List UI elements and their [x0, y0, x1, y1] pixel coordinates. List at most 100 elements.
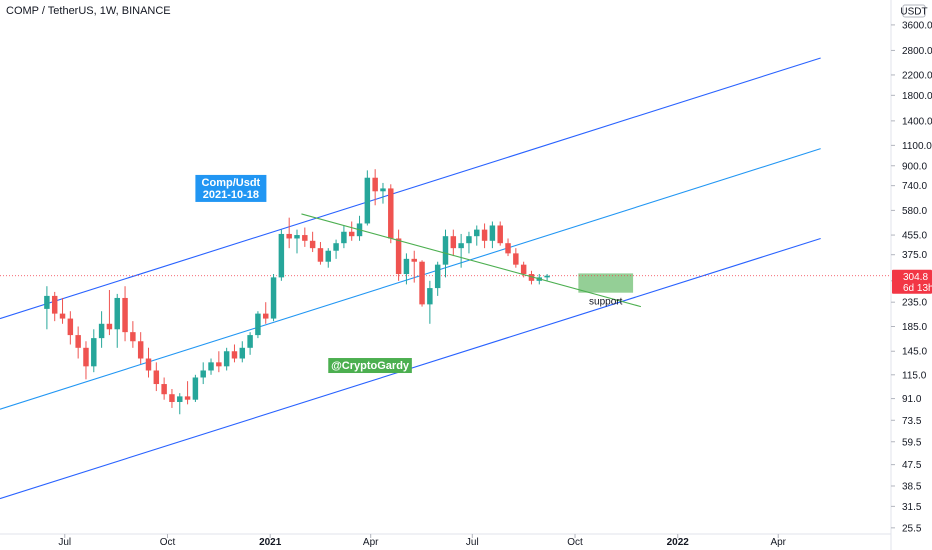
x-tick-label: Apr [770, 537, 786, 548]
candle-body [130, 332, 136, 342]
candle-body [255, 313, 261, 336]
candle-body [372, 177, 378, 192]
candle-body [489, 225, 496, 241]
annotation-text: Comp/Usdt [202, 177, 261, 189]
candle-body [395, 238, 402, 275]
candle-body [67, 318, 74, 336]
candle-body [544, 275, 550, 278]
y-tick-label: 740.0 [902, 181, 927, 192]
candle-body [286, 233, 292, 239]
y-tick-label: 900.0 [902, 161, 927, 172]
candle-body [513, 253, 519, 265]
candle-body [247, 335, 253, 348]
last-price-value: 304.8 [903, 272, 928, 283]
y-tick-label: 2800.0 [902, 46, 932, 57]
x-tick-label: Oct [567, 537, 583, 548]
candle-body [223, 351, 230, 367]
candle-body [434, 264, 441, 289]
candle-body [153, 370, 160, 385]
candle-body [348, 231, 355, 237]
candle-body [161, 384, 167, 395]
x-tick-label: 2021 [259, 537, 282, 548]
candle-body [145, 358, 152, 371]
candle-body [466, 236, 472, 244]
candle-body [106, 323, 113, 330]
candle-body [169, 394, 175, 402]
candle-body [239, 347, 246, 359]
candle-body [309, 240, 316, 249]
annotation-box-0 [195, 174, 267, 202]
y-tick-label: 580.0 [902, 206, 927, 217]
annotation-text: @CryptoGardy [331, 360, 410, 372]
candle-body [231, 351, 238, 359]
y-tick-label: 235.0 [902, 298, 927, 309]
x-tick-label: Jul [58, 537, 71, 548]
trend-line [301, 213, 642, 308]
candle-body [122, 297, 128, 333]
candle-body [505, 243, 511, 254]
candle-body [380, 188, 386, 192]
y-tick-label: 25.5 [902, 523, 922, 534]
y-tick-label: 3600.0 [902, 20, 932, 31]
annotation-box-1 [328, 358, 412, 374]
candle-body [208, 362, 214, 371]
candle-body [450, 236, 457, 249]
candle-body [497, 225, 503, 244]
y-tick-label: 59.5 [902, 437, 922, 448]
support-label: support [589, 297, 623, 308]
annotation-text: 2021-10-18 [203, 189, 259, 201]
y-tick-label: 2200.0 [902, 70, 932, 81]
candle-body [341, 231, 347, 244]
candle-body [98, 323, 105, 339]
x-tick-label: 2022 [667, 537, 690, 548]
y-tick-label: 115.0 [902, 370, 927, 381]
candle-body [474, 229, 480, 237]
candle-body [137, 341, 144, 359]
x-tick-label: Oct [160, 537, 176, 548]
candle-body [59, 313, 66, 319]
last-price-tag [892, 269, 932, 294]
candle-body [333, 243, 339, 251]
candle-body [364, 177, 371, 224]
candle-body [177, 396, 183, 402]
candle-body [200, 370, 206, 378]
candle-body [388, 188, 394, 239]
y-tick-label: 47.5 [902, 460, 922, 471]
candle-body [403, 258, 410, 275]
currency-label: USDT [900, 7, 927, 18]
candle-body [270, 277, 277, 319]
candle-body [83, 347, 89, 367]
candle-body [75, 335, 81, 348]
candle-body [278, 233, 285, 278]
candle-body [294, 235, 300, 239]
candle-body [458, 243, 464, 249]
x-tick-label: Jul [466, 537, 479, 548]
currency-label-box [902, 4, 926, 18]
candle-body [302, 235, 308, 241]
candle-body [192, 377, 199, 400]
y-tick-label: 455.0 [902, 231, 927, 242]
candle-body [114, 297, 120, 330]
candle-body [263, 313, 269, 319]
candle-body [520, 264, 527, 275]
x-tick-label: Apr [363, 537, 379, 548]
support-box [578, 273, 634, 293]
channel-line-upper [0, 57, 821, 320]
y-tick-label: 73.5 [902, 416, 922, 427]
y-tick-label: 1100.0 [902, 141, 932, 152]
candle-body [411, 258, 417, 262]
candle-body [91, 338, 97, 367]
candle-body [51, 295, 58, 314]
y-tick-label: 31.5 [902, 502, 922, 513]
y-tick-label: 1800.0 [902, 91, 932, 102]
candle-body [325, 250, 331, 262]
candle-body [481, 229, 488, 241]
chart-title: COMP / TetherUS, 1W, BINANCE [6, 5, 171, 17]
candle-body [427, 288, 433, 305]
y-tick-label: 375.0 [902, 250, 927, 261]
y-tick-label: 1400.0 [902, 116, 932, 127]
candle-body [184, 396, 191, 400]
y-tick-label: 91.0 [902, 394, 922, 405]
